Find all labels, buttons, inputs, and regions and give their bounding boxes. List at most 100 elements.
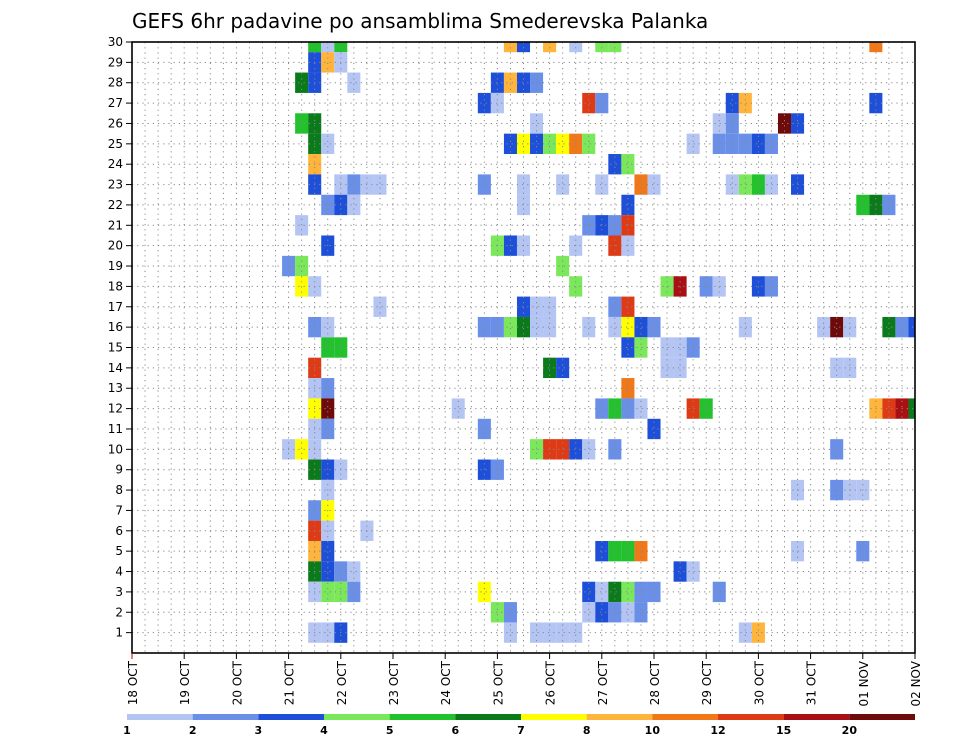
precip-cell: [503, 316, 517, 338]
y-tick-label: 6: [115, 524, 123, 538]
precip-cell: [712, 113, 726, 134]
x-tick-label: 31 OCT: [805, 660, 819, 705]
x-tick-label: 26 OCT: [544, 660, 558, 705]
colorbar-swatch: [718, 714, 784, 720]
precip-cell: [543, 622, 557, 643]
precip-cell: [569, 622, 583, 643]
precip-cell: [686, 561, 700, 582]
precip-cell: [490, 602, 504, 623]
precip-cell: [477, 581, 491, 603]
precip-cell: [373, 174, 387, 195]
precip-cell: [738, 316, 752, 338]
precip-cell: [556, 622, 570, 643]
precip-cell: [751, 622, 765, 643]
precip-cell: [516, 296, 531, 317]
precip-cell: [543, 357, 557, 379]
precip-cell: [751, 174, 765, 195]
x-tick-label: 29 OCT: [700, 660, 714, 705]
precip-cell: [503, 72, 517, 93]
precip-cell: [543, 439, 557, 460]
colorbar-swatch: [127, 714, 193, 720]
precip-cell: [582, 133, 596, 155]
precip-cell: [608, 540, 622, 562]
x-tick-label: 19 OCT: [178, 660, 192, 705]
x-tick-label: 30 OCT: [752, 660, 766, 705]
precip-cell: [712, 133, 726, 155]
y-tick-label: 21: [108, 218, 123, 232]
precip-cell: [321, 52, 335, 73]
precip-cell: [621, 296, 635, 317]
precip-cell: [634, 174, 648, 195]
precip-cell: [725, 133, 739, 155]
precip-cell: [882, 398, 896, 419]
precip-cell: [582, 581, 596, 603]
precip-cell: [477, 459, 491, 480]
precip-cell: [856, 540, 870, 562]
precip-cell: [595, 398, 609, 419]
precip-cell: [608, 602, 622, 623]
y-axis-ticks: 1234567891011121314151617181920212223242…: [108, 35, 132, 640]
precip-cell: [321, 540, 335, 562]
precip-cell: [660, 357, 674, 379]
precip-cell: [582, 316, 596, 338]
y-tick-label: 12: [108, 402, 123, 416]
precip-cell: [530, 113, 544, 134]
precip-cell: [543, 296, 557, 317]
precip-cell: [530, 622, 544, 643]
precip-cell: [569, 133, 583, 155]
precip-cell: [608, 296, 622, 317]
precip-cell: [490, 72, 504, 93]
precip-cell: [477, 92, 491, 114]
precip-cell: [830, 357, 844, 379]
y-tick-label: 18: [108, 279, 123, 293]
precip-cell: [621, 154, 635, 175]
y-tick-label: 29: [108, 55, 123, 69]
y-tick-label: 3: [115, 585, 123, 599]
precip-cell: [595, 174, 609, 195]
x-tick-label: 20 OCT: [230, 660, 244, 705]
precip-cell: [621, 398, 635, 419]
precip-cell: [595, 602, 609, 623]
precip-cell: [321, 337, 335, 358]
precip-cell: [621, 316, 635, 338]
y-tick-label: 22: [108, 198, 123, 212]
x-tick-label: 18 OCT: [126, 660, 140, 705]
precip-cell: [530, 72, 544, 93]
precip-cell: [321, 520, 335, 541]
precip-cell: [595, 42, 609, 53]
precip-cell: [882, 194, 896, 216]
precip-cell: [673, 561, 687, 582]
precip-cell: [634, 540, 648, 562]
precip-cell: [647, 581, 661, 603]
precip-cell: [647, 316, 661, 338]
precip-cell: [595, 215, 609, 236]
precip-cell: [490, 459, 504, 480]
precip-cell: [334, 42, 348, 53]
precip-cell: [595, 581, 609, 603]
precip-cell: [712, 581, 726, 603]
precip-cell: [634, 581, 648, 603]
precip-cell: [686, 133, 700, 155]
precip-cell: [321, 42, 335, 53]
precip-cell: [830, 316, 844, 338]
precip-cell: [516, 72, 531, 93]
y-tick-label: 19: [108, 259, 123, 273]
precip-cell: [686, 337, 700, 358]
colorbar-label: 10: [645, 724, 661, 737]
precip-cell: [634, 337, 648, 358]
precip-cell: [882, 316, 896, 338]
precip-cell: [908, 398, 915, 419]
precip-cell: [530, 316, 544, 338]
precip-cell: [738, 133, 752, 155]
precip-cell: [725, 174, 739, 195]
y-tick-label: 4: [115, 565, 123, 579]
precip-cell: [830, 439, 844, 460]
precip-cell: [569, 42, 583, 53]
colorbar-label: 8: [583, 724, 591, 737]
x-tick-label: 25 OCT: [491, 660, 505, 705]
precip-cell: [569, 439, 583, 460]
x-axis-ticks: 18 OCT 19 OCT 20 OCT 21 OCT 22 OCT 23 OCT 24 O…: [126, 653, 923, 707]
precip-cell: [321, 398, 335, 419]
precip-cell: [556, 174, 570, 195]
